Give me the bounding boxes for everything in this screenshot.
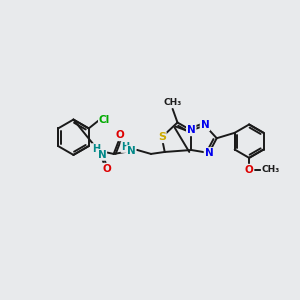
Text: CH₃: CH₃	[262, 165, 280, 174]
Text: S: S	[158, 132, 166, 142]
Text: O: O	[102, 164, 111, 174]
Text: H: H	[92, 144, 100, 154]
Text: N: N	[127, 146, 136, 156]
Text: O: O	[245, 165, 254, 175]
Text: Cl: Cl	[99, 115, 110, 124]
Text: H: H	[122, 142, 130, 152]
Text: N: N	[98, 150, 106, 160]
Text: N: N	[201, 121, 209, 130]
Text: O: O	[115, 130, 124, 140]
Text: CH₃: CH₃	[164, 98, 182, 107]
Text: N: N	[205, 148, 213, 158]
Text: N: N	[187, 125, 196, 135]
